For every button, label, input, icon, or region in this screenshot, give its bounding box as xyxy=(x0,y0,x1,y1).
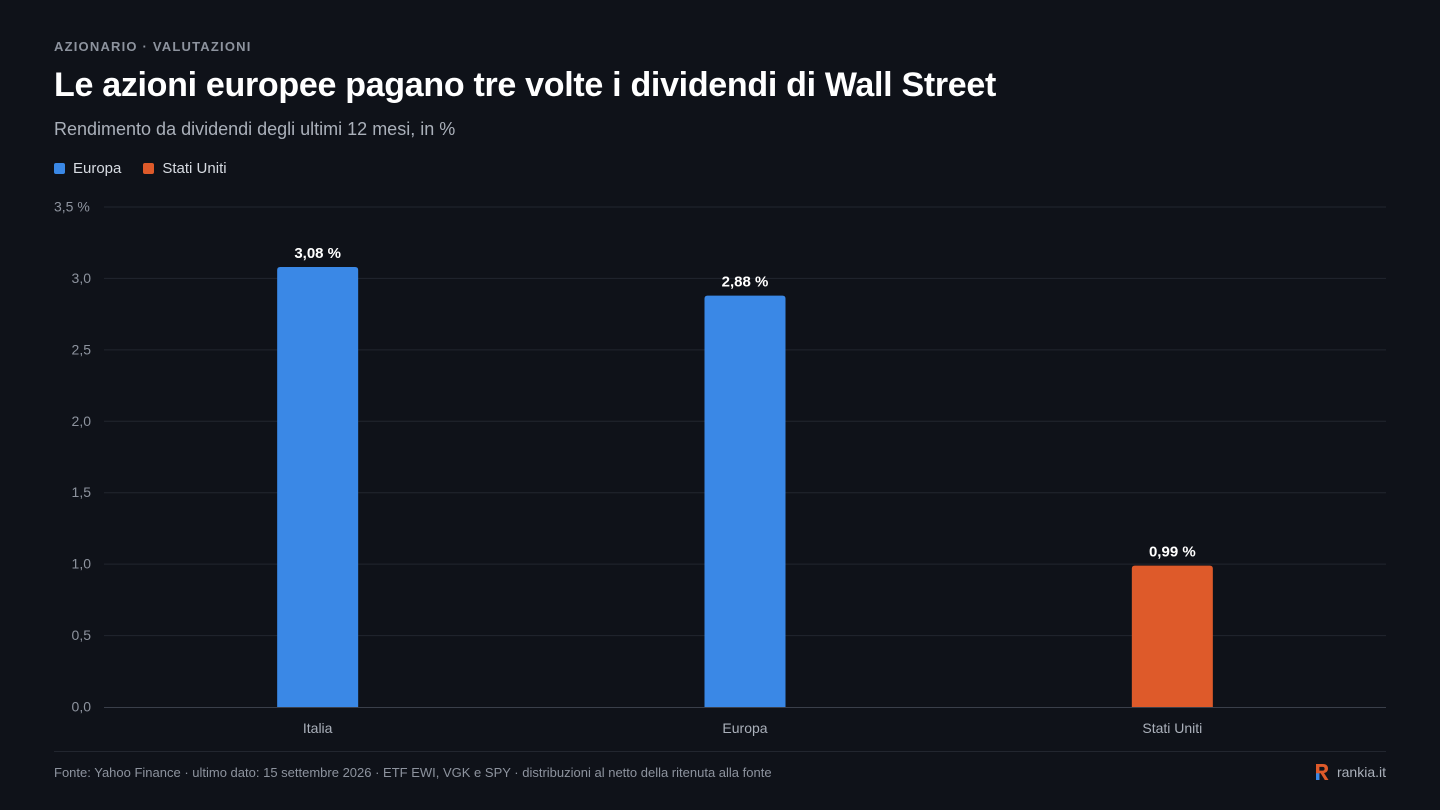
footer-divider xyxy=(54,751,1386,752)
brand[interactable]: rankia.it xyxy=(1314,763,1386,781)
section-kicker: AZIONARIO · VALUTAZIONI xyxy=(54,39,252,54)
legend-swatch-europa xyxy=(54,163,65,174)
rankia-logo-icon xyxy=(1315,764,1329,780)
y-tick-label: 3,0 xyxy=(72,270,92,286)
bar-value-label: 3,08 % xyxy=(294,245,341,262)
legend-swatch-stati-uniti xyxy=(143,163,155,174)
bar-stati-uniti xyxy=(1131,565,1213,707)
source-note: Fonte: Yahoo Finance · ultimo dato: 15 s… xyxy=(54,765,772,780)
y-tick-label: 0,5 xyxy=(72,627,92,643)
bar-value-label: 2,88 % xyxy=(722,274,769,291)
y-tick-label: 0,0 xyxy=(72,699,92,715)
y-tick-label: 3,5 % xyxy=(54,199,90,215)
legend-label-europa: Europa xyxy=(73,160,122,177)
brand-label: rankia.it xyxy=(1336,764,1386,780)
legend: Europa Stati Uniti xyxy=(54,160,227,177)
y-tick-label: 1,5 xyxy=(72,484,92,500)
legend-item-stati-uniti: Stati Uniti xyxy=(143,160,227,177)
bar-europa xyxy=(704,295,786,707)
x-tick-label: Europa xyxy=(722,720,767,736)
x-tick-label: Italia xyxy=(303,720,333,736)
bar-italia xyxy=(277,267,359,707)
x-tick-label: Stati Uniti xyxy=(1142,720,1202,736)
y-tick-label: 2,0 xyxy=(72,413,92,429)
y-tick-label: 2,5 xyxy=(72,341,92,357)
chart-subtitle: Rendimento da dividendi degli ultimi 12 … xyxy=(54,119,456,139)
chart-title: Le azioni europee pagano tre volte i div… xyxy=(54,66,997,104)
bar-value-label: 0,99 % xyxy=(1149,544,1196,561)
y-tick-label: 1,0 xyxy=(72,556,92,572)
legend-item-europa: Europa xyxy=(54,160,121,177)
legend-label-stati-uniti: Stati Uniti xyxy=(162,160,227,177)
